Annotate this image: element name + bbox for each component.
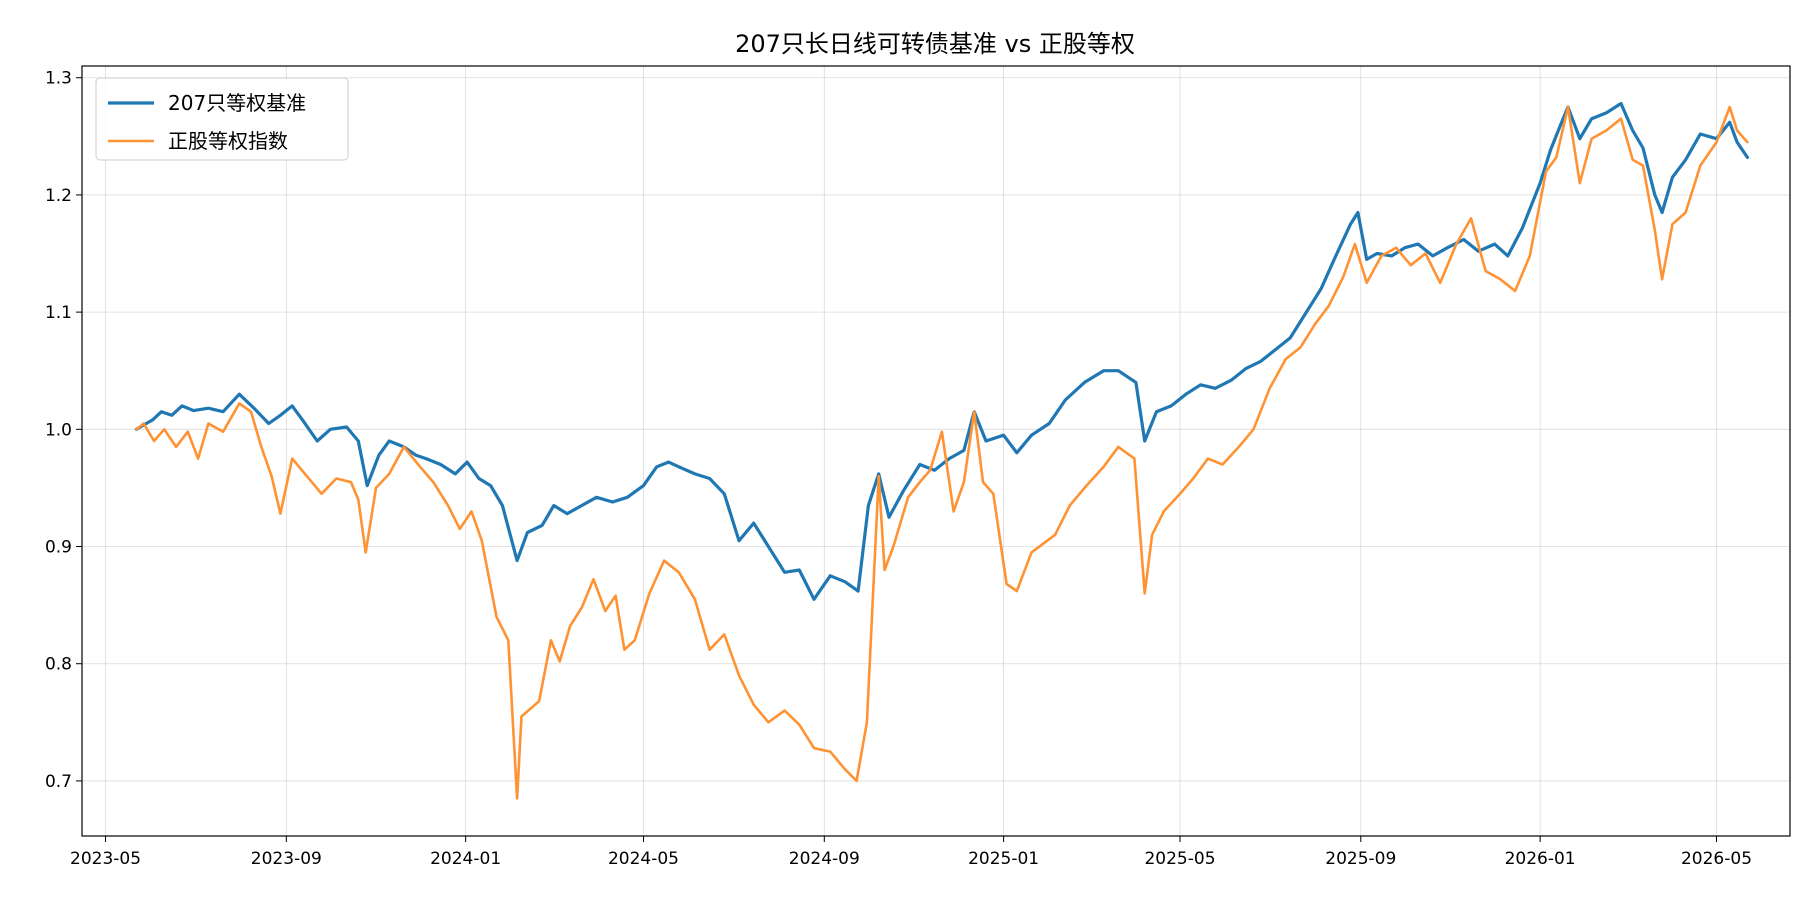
x-tick-label: 2023-09 xyxy=(251,849,322,869)
x-tick-label: 2026-01 xyxy=(1505,849,1576,869)
legend-label-2: 正股等权指数 xyxy=(168,129,288,153)
series-layer xyxy=(134,101,1750,800)
x-tick-label: 2025-09 xyxy=(1325,849,1396,869)
y-tick-label: 1.3 xyxy=(45,69,72,89)
y-tick-label: 1.1 xyxy=(45,303,72,323)
legend-label-1: 207只等权基准 xyxy=(168,91,306,115)
ticks-layer: 0.7 0.8 0.9 1.0 1.1 1.2 1.3 2023-05 2023-09 2024-… xyxy=(45,69,1752,869)
y-tick-label: 0.8 xyxy=(45,655,72,675)
x-tick-label: 2026-05 xyxy=(1681,849,1752,869)
x-tick-label: 2025-05 xyxy=(1144,849,1215,869)
x-tick-label: 2024-05 xyxy=(608,849,679,869)
y-tick-label: 0.7 xyxy=(45,772,72,792)
x-tick-label: 2025-01 xyxy=(968,849,1039,869)
x-tick-label: 2024-09 xyxy=(789,849,860,869)
plot-frame xyxy=(81,65,1791,837)
y-tick-label: 0.9 xyxy=(45,538,72,558)
series-line-1 xyxy=(134,101,1750,601)
x-tick-label: 2024-01 xyxy=(430,849,501,869)
legend-box xyxy=(95,77,349,161)
y-tick-label: 1.2 xyxy=(45,186,72,206)
y-tick-label: 1.0 xyxy=(45,420,72,440)
chart-title: 207只长日线可转债基准 vs 正股等权 xyxy=(735,30,1135,58)
series-line-2 xyxy=(135,105,1749,800)
x-tick-label: 2023-05 xyxy=(70,849,141,869)
